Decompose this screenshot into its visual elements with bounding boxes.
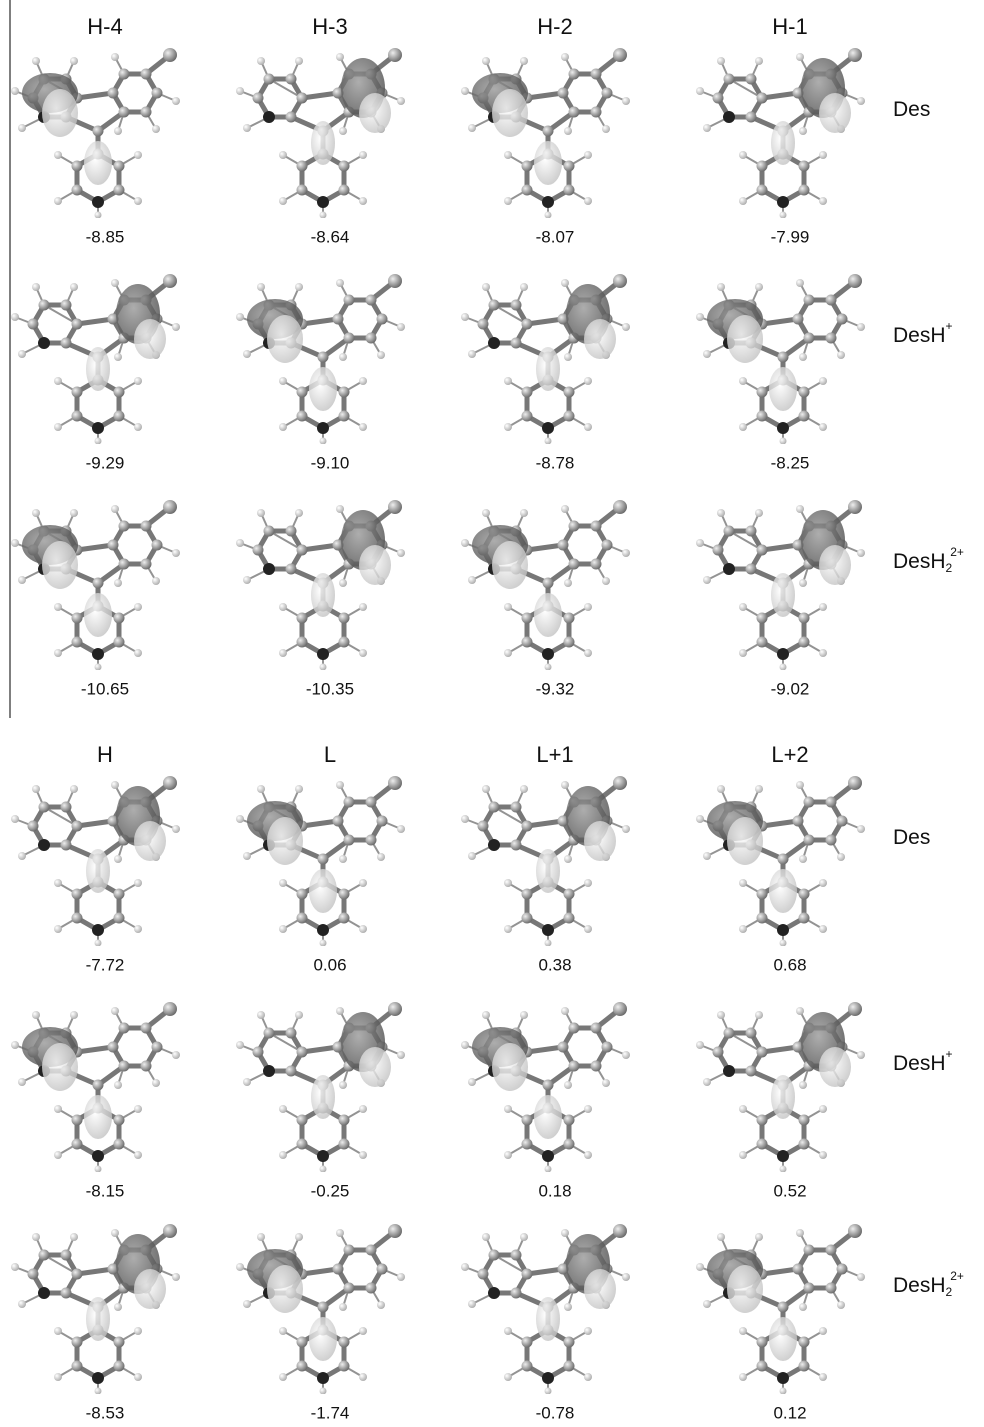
orbital-energy: -8.78 bbox=[536, 453, 575, 472]
molecule bbox=[461, 1002, 630, 1173]
molecule bbox=[461, 48, 630, 219]
row-label-base: DesH bbox=[893, 324, 946, 347]
orbital-energy: 0.38 bbox=[538, 955, 571, 974]
row-label-base: Des bbox=[893, 826, 930, 849]
row-label: DesH+ bbox=[893, 1047, 953, 1074]
orbital-image bbox=[696, 500, 865, 671]
orbital-energy: -10.65 bbox=[81, 679, 129, 698]
row-label: DesH+ bbox=[893, 319, 953, 346]
orbital-image bbox=[11, 48, 180, 219]
orbital-image bbox=[236, 776, 405, 947]
orbital-energy: 0.18 bbox=[538, 1181, 571, 1200]
orbital-image bbox=[696, 274, 865, 445]
orbital-image bbox=[696, 1224, 865, 1395]
row-label-base: DesH bbox=[893, 1052, 946, 1075]
row-label: Des bbox=[893, 826, 930, 849]
orbital-energy: -8.15 bbox=[86, 1181, 125, 1200]
molecule bbox=[236, 776, 405, 947]
orbital-image bbox=[11, 1224, 180, 1395]
row-label-sup: + bbox=[946, 319, 953, 333]
orbital-energy: -10.35 bbox=[306, 679, 354, 698]
orbital-energy: -9.02 bbox=[771, 679, 810, 698]
column-header: L+1 bbox=[536, 742, 573, 767]
orbital-lobes bbox=[86, 786, 166, 893]
orbital-image bbox=[236, 274, 405, 445]
orbital-image bbox=[696, 1002, 865, 1173]
orbital-image bbox=[236, 1002, 405, 1173]
row-label-sub: 2 bbox=[946, 561, 953, 575]
column-header: H-4 bbox=[87, 14, 122, 39]
molecule bbox=[696, 274, 865, 445]
orbital-energy: 0.06 bbox=[313, 955, 346, 974]
orbital-image bbox=[11, 274, 180, 445]
orbital-energy: -7.99 bbox=[771, 227, 810, 246]
orbital-lobes bbox=[311, 1012, 391, 1119]
orbital-lobes bbox=[536, 786, 616, 893]
row-label: Des bbox=[893, 98, 930, 121]
column-header: H-2 bbox=[537, 14, 572, 39]
orbital-energy: -0.78 bbox=[536, 1403, 575, 1422]
column-header: L bbox=[324, 742, 336, 767]
orbital-image bbox=[461, 1002, 630, 1173]
orbital-lobes bbox=[771, 1012, 851, 1119]
orbital-image bbox=[461, 48, 630, 219]
orbital-energy: -7.72 bbox=[86, 955, 125, 974]
orbital-energy: -9.29 bbox=[86, 453, 125, 472]
molecule bbox=[11, 1002, 180, 1173]
column-header: L+2 bbox=[771, 742, 808, 767]
orbital-lobes bbox=[86, 284, 166, 391]
figure: H-4 H-3 H-2 H-1 -8.85 -8.64 -8.07 -7.99 Des -9.29… bbox=[0, 0, 984, 1427]
orbital-energy: -8.25 bbox=[771, 453, 810, 472]
orbital-energy: -8.64 bbox=[311, 227, 350, 246]
row-label-base: DesH bbox=[893, 1274, 946, 1297]
orbital-energy: -0.25 bbox=[311, 1181, 350, 1200]
row-label: DesH2 2+ bbox=[893, 1269, 964, 1299]
column-header: H bbox=[97, 742, 113, 767]
orbital-energy: -8.85 bbox=[86, 227, 125, 246]
row-label: DesH2 2+ bbox=[893, 545, 964, 575]
orbital-image bbox=[236, 48, 405, 219]
row-label-base: Des bbox=[893, 98, 930, 121]
orbital-image bbox=[696, 48, 865, 219]
orbital-image bbox=[236, 500, 405, 671]
orbital-lobes bbox=[771, 510, 851, 617]
molecule bbox=[696, 1224, 865, 1395]
orbital-lobes bbox=[86, 1234, 166, 1341]
orbital-energy: 0.52 bbox=[773, 1181, 806, 1200]
orbital-energy: -8.07 bbox=[536, 227, 575, 246]
orbital-lobes bbox=[771, 58, 851, 165]
orbital-lobes bbox=[536, 1234, 616, 1341]
orbital-lobes bbox=[536, 284, 616, 391]
row-label-sub: 2 bbox=[946, 1285, 953, 1299]
orbital-image bbox=[11, 500, 180, 671]
orbital-energy: -9.10 bbox=[311, 453, 350, 472]
molecule bbox=[236, 1224, 405, 1395]
orbital-image bbox=[11, 776, 180, 947]
orbital-image bbox=[11, 1002, 180, 1173]
orbital-image bbox=[461, 776, 630, 947]
orbital-energy: 0.68 bbox=[773, 955, 806, 974]
molecule bbox=[236, 274, 405, 445]
molecule bbox=[11, 500, 180, 671]
orbital-energy: 0.12 bbox=[773, 1403, 806, 1422]
row-label-base: DesH bbox=[893, 550, 946, 573]
molecule bbox=[11, 48, 180, 219]
row-label-sup: 2+ bbox=[950, 1269, 964, 1283]
row-label-sup: + bbox=[946, 1047, 953, 1061]
orbital-image bbox=[236, 1224, 405, 1395]
orbital-energy: -8.53 bbox=[86, 1403, 125, 1422]
orbital-lobes bbox=[311, 58, 391, 165]
column-header: H-3 bbox=[312, 14, 347, 39]
row-label-sup: 2+ bbox=[950, 545, 964, 559]
orbital-image bbox=[461, 274, 630, 445]
orbital-image bbox=[461, 500, 630, 671]
orbital-image bbox=[696, 776, 865, 947]
orbital-energy: -1.74 bbox=[311, 1403, 350, 1422]
molecule bbox=[461, 500, 630, 671]
column-header: H-1 bbox=[772, 14, 807, 39]
molecule bbox=[696, 776, 865, 947]
orbital-image bbox=[461, 1224, 630, 1395]
orbital-lobes bbox=[311, 510, 391, 617]
orbital-energy: -9.32 bbox=[536, 679, 575, 698]
